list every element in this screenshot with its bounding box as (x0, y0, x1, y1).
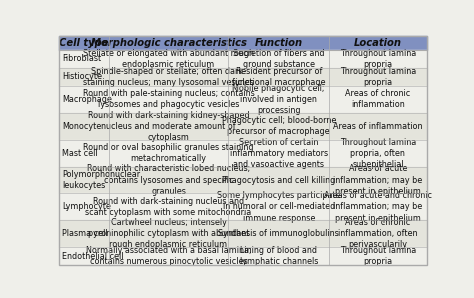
Text: Cell type: Cell type (59, 38, 109, 48)
Text: Secretion of fibers and
ground substance: Secretion of fibers and ground substance (233, 49, 325, 69)
Bar (59, 113, 427, 140)
Text: Resident precursor of
functional macrophage: Resident precursor of functional macroph… (232, 67, 326, 87)
Text: Throughout lamina
propria: Throughout lamina propria (340, 67, 416, 87)
Text: Round or oval basophilic granules staining
metachromatically: Round or oval basophilic granules staini… (83, 143, 254, 163)
Text: Mast cell: Mast cell (62, 149, 98, 158)
Text: Lining of blood and
lymphatic channels: Lining of blood and lymphatic channels (239, 246, 318, 266)
Text: Some lymphocytes participate
in humoral or cell-mediated
immune response: Some lymphocytes participate in humoral … (217, 191, 340, 223)
Text: Secretion of certain
inflammatory mediators
and vasoactive agents: Secretion of certain inflammatory mediat… (230, 137, 328, 169)
Text: Function: Function (255, 38, 303, 48)
Text: Spindle-shaped or stellate; often dark-
staining nucleus; many lysosomal vesicle: Spindle-shaped or stellate; often dark- … (83, 67, 254, 87)
Text: Round with pale-staining nucleus; contains
lysosomes and phagocytic vesicles: Round with pale-staining nucleus; contai… (82, 89, 255, 109)
Text: Mobile phagocytic cell;
involved in antigen
processing: Mobile phagocytic cell; involved in anti… (232, 84, 325, 115)
Text: Fibroblast: Fibroblast (62, 55, 101, 63)
Text: Phagocytosis and cell killing: Phagocytosis and cell killing (222, 176, 336, 184)
Text: Normally associated with a basal lamina;
contains numerous pinocytolic vesicles: Normally associated with a basal lamina;… (86, 246, 251, 266)
Text: Areas of acute
inflammation; may be
present in epithelium: Areas of acute inflammation; may be pres… (333, 164, 422, 195)
Bar (59, 86, 427, 113)
Text: Areas of acute and chronic
inflammation; may be
present in epithelium: Areas of acute and chronic inflammation;… (324, 191, 432, 223)
Text: Phagocytic cell; blood-borne
precursor of macrophage: Phagocytic cell; blood-borne precursor o… (221, 116, 336, 136)
Bar (59, 193, 427, 221)
Text: Polymorphonuclear
leukocytes: Polymorphonuclear leukocytes (62, 170, 140, 190)
Text: Morphologic characteristics: Morphologic characteristics (91, 38, 246, 48)
Text: Macrophage: Macrophage (62, 95, 112, 104)
Text: Synthesis of immunoglobulins: Synthesis of immunoglobulins (219, 229, 339, 238)
Text: Areas of inflammation: Areas of inflammation (333, 122, 423, 131)
Bar (59, 167, 427, 193)
Bar (59, 36, 427, 50)
Text: Monocyte: Monocyte (62, 122, 101, 131)
Text: Round with dark-staining kidney-shaped
nucleus and moderate amount of
cytoplasm: Round with dark-staining kidney-shaped n… (88, 111, 249, 142)
Text: Round with dark-staining nucleus and
scant cytoplasm with some mitochondria: Round with dark-staining nucleus and sca… (85, 197, 252, 217)
Text: Location: Location (354, 38, 402, 48)
Text: Throughout lamina
propria: Throughout lamina propria (340, 246, 416, 266)
Text: Areas of chronic
inflammation, often
perivascularily: Areas of chronic inflammation, often per… (338, 218, 418, 249)
Text: Cartwheel nucleus; intensely
pyroninophilic cytoplasm with abundant
rough endopl: Cartwheel nucleus; intensely pyroninophi… (88, 218, 249, 249)
Text: Stellate or elongated with abundant rough
endoplasmic reticulum: Stellate or elongated with abundant roug… (83, 49, 254, 69)
Bar (59, 221, 427, 247)
Text: Lymphocyte: Lymphocyte (62, 202, 111, 211)
Text: Histiocyte: Histiocyte (62, 72, 102, 81)
Text: Plasma cell: Plasma cell (62, 229, 108, 238)
Text: Areas of chronic
inflammation: Areas of chronic inflammation (345, 89, 410, 109)
Text: Throughout lamina
propria: Throughout lamina propria (340, 49, 416, 69)
Bar (59, 140, 427, 167)
Bar (59, 50, 427, 68)
Text: Endothelial cell: Endothelial cell (62, 252, 123, 261)
Bar (59, 68, 427, 86)
Text: Throughout lamina
propria, often
subepithelial: Throughout lamina propria, often subepit… (340, 137, 416, 169)
Text: Round with characteristic lobed nucleus;
contains lysosomes and specific
granule: Round with characteristic lobed nucleus;… (87, 164, 250, 195)
Bar (59, 247, 427, 265)
